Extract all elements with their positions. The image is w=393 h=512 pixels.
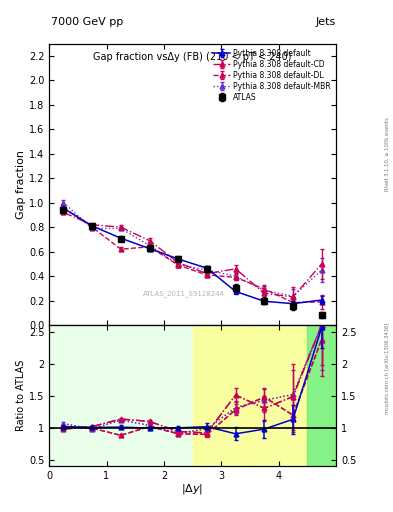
Legend: Pythia 8.308 default, Pythia 8.308 default-CD, Pythia 8.308 default-DL, Pythia 8: Pythia 8.308 default, Pythia 8.308 defau… — [212, 47, 332, 103]
Text: Jets: Jets — [316, 16, 336, 27]
Y-axis label: Ratio to ATLAS: Ratio to ATLAS — [16, 360, 26, 431]
Bar — [49, 325, 336, 466]
X-axis label: $|\Delta y|$: $|\Delta y|$ — [182, 482, 204, 496]
Text: mcplots.cern.ch [arXiv:1306.3436]: mcplots.cern.ch [arXiv:1306.3436] — [385, 323, 390, 414]
Text: Gap fraction vsΔy (FB) (210 < pT < 240): Gap fraction vsΔy (FB) (210 < pT < 240) — [93, 52, 292, 62]
Text: 7000 GeV pp: 7000 GeV pp — [51, 16, 123, 27]
Y-axis label: Gap fraction: Gap fraction — [16, 150, 26, 219]
Text: Rivet 3.1.10, ≥ 100k events: Rivet 3.1.10, ≥ 100k events — [385, 117, 390, 190]
Text: ATLAS_2011_S9128244: ATLAS_2011_S9128244 — [143, 290, 225, 297]
